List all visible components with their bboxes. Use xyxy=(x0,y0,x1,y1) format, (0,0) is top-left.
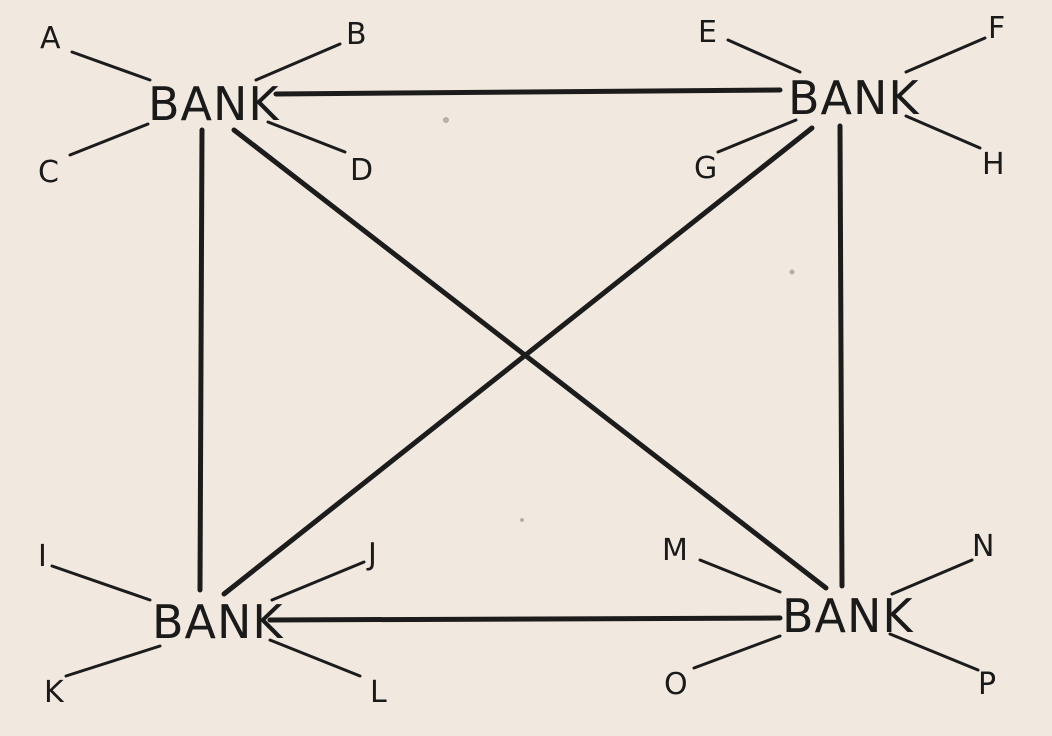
client-label-d: D xyxy=(350,153,373,188)
spoke-h xyxy=(904,114,982,150)
link-bottom-left-bottom-right xyxy=(267,615,783,623)
spoke-p xyxy=(888,632,980,672)
spoke-n xyxy=(890,558,974,596)
client-label-o: O xyxy=(664,667,688,702)
link-top-left-bottom-right xyxy=(231,127,829,591)
client-label-g: G xyxy=(694,151,717,186)
link-top-right-bottom-left xyxy=(221,125,815,597)
spoke-g xyxy=(716,118,798,154)
spoke-i xyxy=(50,564,152,602)
client-label-b: B xyxy=(346,17,367,52)
client-label-p: P xyxy=(978,667,996,702)
spoke-m xyxy=(698,558,782,594)
spoke-d xyxy=(266,120,347,154)
spoke-j xyxy=(270,560,366,602)
client-label-l: L xyxy=(370,675,387,710)
link-top-left-bottom-left xyxy=(197,127,205,593)
bank-bottom-left-label: BANK xyxy=(152,595,284,649)
spoke-f xyxy=(904,36,987,74)
spoke-o xyxy=(692,634,782,670)
bank-bottom-right-label: BANK xyxy=(782,589,914,643)
bank-top-left-label: BANK xyxy=(148,77,280,131)
bank-top-right-label: BANK xyxy=(788,71,920,125)
client-label-e: E xyxy=(698,15,717,50)
client-label-c: C xyxy=(38,155,59,190)
link-top-left-top-right xyxy=(273,87,783,97)
client-label-h: H xyxy=(982,147,1005,182)
paper-speck xyxy=(789,269,795,275)
link-top-right-bottom-right xyxy=(837,123,845,589)
client-label-n: N xyxy=(972,529,994,564)
spoke-a xyxy=(70,50,152,82)
paper-speck xyxy=(520,518,524,522)
client-label-j: J xyxy=(366,537,377,572)
spoke-e xyxy=(726,38,802,74)
client-label-i: I xyxy=(38,539,47,574)
client-label-f: F xyxy=(988,11,1005,46)
client-label-a: A xyxy=(40,21,61,56)
spoke-b xyxy=(254,42,342,82)
paper-speck xyxy=(443,117,449,123)
client-label-k: K xyxy=(44,675,65,710)
spoke-k xyxy=(64,644,162,678)
spoke-c xyxy=(68,122,150,157)
client-label-m: M xyxy=(662,533,688,568)
spoke-l xyxy=(268,638,362,678)
